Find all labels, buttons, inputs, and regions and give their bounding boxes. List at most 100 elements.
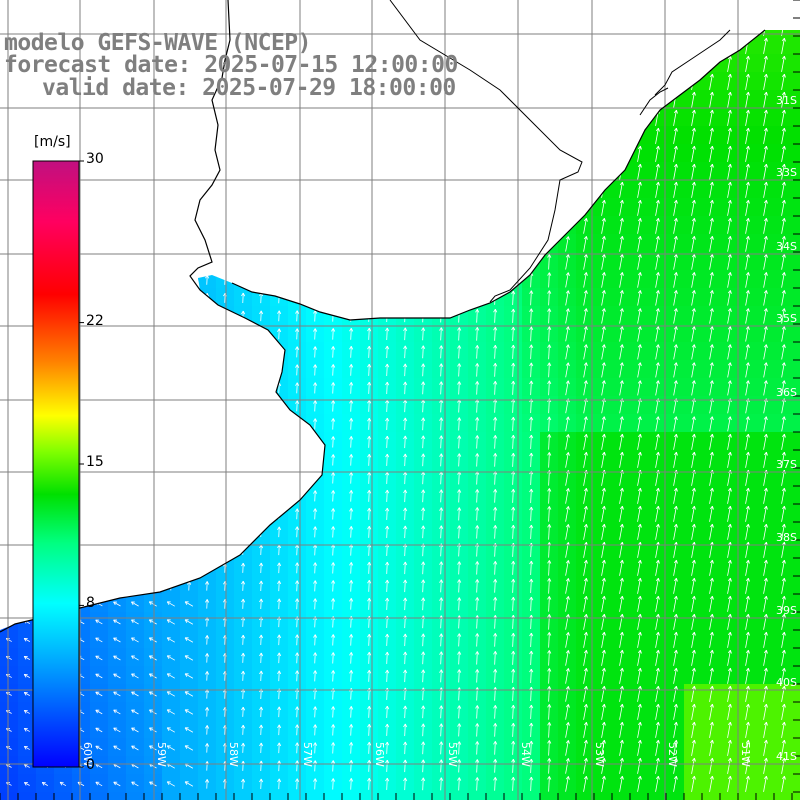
colorbar-unit: [m/s]: [34, 134, 71, 150]
wind-speed-cell: [90, 702, 109, 721]
wind-speed-cell: [792, 648, 800, 667]
wind-speed-cell: [180, 648, 199, 667]
longitude-label: 55W: [446, 742, 459, 767]
wind-speed-cell: [126, 648, 145, 667]
wind-speed-cell: [180, 630, 199, 649]
wind-speed-cell: [162, 594, 181, 613]
wind-speed-cell: [180, 756, 199, 775]
wind-speed-cell: [108, 792, 127, 800]
colorbar-tick-label: 8: [86, 595, 95, 612]
wind-speed-cell: [90, 774, 109, 793]
wind-speed-cell: [792, 504, 800, 523]
wind-speed-cell: [72, 774, 91, 793]
wind-speed-cell: [126, 738, 145, 757]
wind-speed-cell: [792, 198, 800, 217]
wind-speed-cell: [774, 30, 793, 37]
wind-speed-cell: [126, 594, 145, 613]
wind-speed-cell: [792, 630, 800, 649]
wind-speed-cell: [144, 612, 163, 631]
wind-speed-cell: [90, 612, 109, 631]
wind-speed-cell: [450, 792, 469, 800]
wind-speed-cell: [126, 792, 145, 800]
wind-speed-cell: [756, 30, 775, 37]
wind-speed-cell: [108, 630, 127, 649]
wind-speed-cell: [504, 792, 523, 800]
longitude-label: 53W: [593, 742, 606, 767]
wind-speed-cell: [0, 630, 19, 649]
wind-speed-cell: [792, 612, 800, 631]
wind-speed-cell: [540, 792, 559, 800]
wind-speed-cell: [324, 792, 343, 800]
longitude-label: 58W: [227, 742, 240, 767]
wind-speed-cell: [108, 666, 127, 685]
wind-speed-cell: [180, 684, 199, 703]
wind-speed-cell: [792, 126, 800, 145]
wind-speed-cell: [162, 648, 181, 667]
wind-speed-cell: [792, 450, 800, 469]
wind-speed-cell: [792, 324, 800, 343]
latitude-label: 33S: [776, 166, 797, 179]
wind-speed-cell: [162, 666, 181, 685]
wind-speed-cell: [126, 684, 145, 703]
wind-speed-cell: [108, 774, 127, 793]
latitude-label: 37S: [776, 458, 797, 471]
wind-speed-cell: [792, 162, 800, 181]
wind-speed-cell: [198, 792, 217, 800]
wind-speed-cell: [18, 774, 37, 793]
wind-speed-cell: [414, 792, 433, 800]
wind-speed-cell: [90, 792, 109, 800]
wind-speed-cell: [144, 720, 163, 739]
wind-speed-cell: [126, 756, 145, 775]
wind-speed-cell: [468, 792, 487, 800]
wind-speed-cell: [0, 774, 19, 793]
wind-speed-cell: [162, 792, 181, 800]
wind-speed-cell: [144, 648, 163, 667]
wind-speed-cell: [36, 774, 55, 793]
wind-speed-cell: [126, 666, 145, 685]
wind-speed-cell: [792, 378, 800, 397]
wind-speed-cell: [648, 792, 667, 800]
latitude-label: 41S: [776, 750, 797, 763]
latitude-label: 35S: [776, 312, 797, 325]
wind-speed-cell: [162, 702, 181, 721]
wind-speed-cell: [54, 774, 73, 793]
wind-speed-cell: [180, 666, 199, 685]
wind-speed-cell: [0, 684, 19, 703]
wind-speed-cell: [702, 792, 721, 800]
wind-speed-cell: [0, 702, 19, 721]
wind-speed-cell: [792, 432, 800, 451]
wind-speed-cell: [144, 594, 163, 613]
latitude-label: 38S: [776, 531, 797, 544]
wind-speed-cell: [594, 792, 613, 800]
wind-speed-cell: [216, 792, 235, 800]
wind-speed-cell: [792, 288, 800, 307]
wind-speed-cell: [90, 720, 109, 739]
longitude-label: 51W: [739, 742, 752, 767]
wind-speed-cell: [792, 30, 800, 37]
latitude-label: 39S: [776, 604, 797, 617]
wind-speed-cell: [792, 72, 800, 91]
wind-speed-cell: [180, 720, 199, 739]
colorbar-tick-label: 0: [86, 757, 95, 773]
wind-speed-cell: [738, 792, 757, 800]
longitude-label: 57W: [301, 742, 314, 767]
wind-speed-cell: [234, 792, 253, 800]
wind-speed-cell: [90, 630, 109, 649]
wind-speed-cell: [432, 792, 451, 800]
wind-speed-cell: [144, 774, 163, 793]
latitude-label: 40S: [776, 676, 797, 689]
longitude-label: 52W: [666, 742, 679, 767]
wind-speed-cell: [180, 738, 199, 757]
wind-speed-cell: [54, 792, 73, 800]
latitude-label: 34S: [776, 240, 797, 253]
colorbar-tick-label: 22: [86, 312, 104, 329]
wind-speed-cell: [252, 792, 271, 800]
wind-speed-cell: [306, 792, 325, 800]
wind-speed-cell: [72, 792, 91, 800]
wind-speed-cell: [0, 666, 19, 685]
wind-speed-cell: [378, 792, 397, 800]
wind-speed-cell: [18, 792, 37, 800]
wind-speed-cell: [108, 702, 127, 721]
